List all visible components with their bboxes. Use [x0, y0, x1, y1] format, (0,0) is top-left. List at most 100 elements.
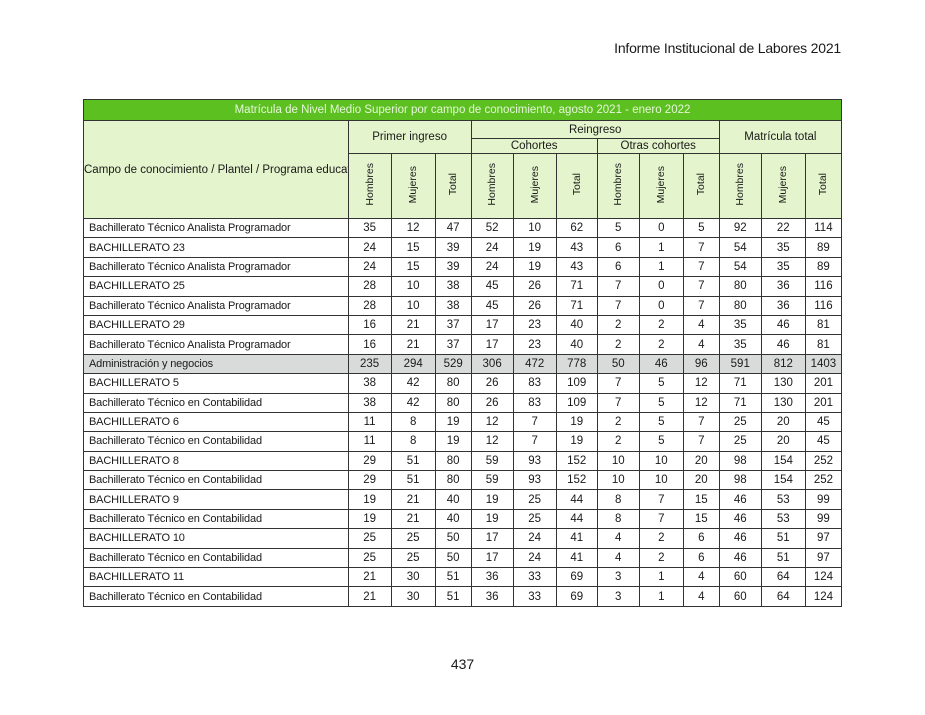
table-row: Bachillerato Técnico en Contabilidad 21 30… — [83, 586, 843, 607]
header-primer-ingreso: Primer ingreso — [347, 120, 472, 154]
table-row: Bachillerato Técnico en Contabilidad 19 21… — [83, 508, 843, 530]
table-cell: 80 — [434, 470, 472, 491]
table-cell: 23 — [512, 314, 557, 336]
table-row: Bachillerato Técnico Analista Programado… — [83, 217, 843, 239]
header-campo: Campo de conocimiento / Plantel / Progra… — [83, 120, 349, 219]
table-cell: 59 — [470, 470, 514, 491]
subheader-hombres-label: Hombres — [486, 163, 499, 206]
subheader-hombres: Hombres — [596, 153, 640, 219]
table-cell: 25 — [718, 411, 762, 433]
subheader-total-label: Total — [695, 173, 708, 196]
subheader-hombres: Hombres — [470, 153, 514, 219]
table-cell: 24 — [512, 528, 557, 549]
subheader-mujeres: Mujeres — [512, 153, 557, 219]
table-cell: 25 — [390, 547, 436, 569]
table-cell: 40 — [555, 314, 598, 336]
table-cell: 80 — [434, 450, 472, 472]
row-label: BACHILLERATO 5 — [83, 373, 349, 394]
table-cell: 92 — [718, 217, 762, 239]
table-cell: 21 — [390, 334, 436, 355]
table-cell: 5 — [638, 373, 684, 394]
table-cell: 7 — [682, 276, 720, 297]
table-cell: 69 — [555, 586, 598, 607]
table-cell: 472 — [512, 353, 557, 375]
subheader-mujeres-label: Mujeres — [407, 165, 420, 204]
row-label: Bachillerato Técnico en Contabilidad — [83, 470, 349, 491]
table-cell: 12 — [470, 431, 514, 452]
table-cell: 54 — [718, 256, 762, 278]
table-cell: 10 — [638, 450, 684, 472]
table-cell: 17 — [470, 334, 514, 355]
table-cell: 19 — [434, 431, 472, 452]
table-cell: 98 — [718, 450, 762, 472]
table-cell: 24 — [470, 237, 514, 258]
table-cell: 4 — [682, 334, 720, 355]
table-cell: 8 — [390, 411, 436, 433]
table-row: BACHILLERATO 8 29 51 80 59 93 152 10 10 20 98 154 25… — [83, 450, 843, 472]
table-cell: 812 — [760, 353, 806, 375]
table-cell: 5 — [682, 217, 720, 239]
subheader-total: Total — [434, 153, 472, 219]
table-cell: 26 — [512, 295, 557, 316]
table-cell: 46 — [718, 508, 762, 530]
table-cell: 36 — [760, 295, 806, 316]
table-cell: 60 — [718, 586, 762, 607]
table-cell: 50 — [596, 353, 640, 375]
table-cell: 0 — [638, 217, 684, 239]
subtotal-row: Administración y negocios 235 294 529 306 472… — [83, 353, 843, 375]
table-cell: 71 — [718, 392, 762, 413]
table-cell: 25 — [718, 431, 762, 452]
header-cohortes: Cohortes — [470, 138, 598, 154]
table-cell: 201 — [804, 373, 843, 394]
table-cell: 51 — [760, 528, 806, 549]
row-label: Administración y negocios — [83, 353, 349, 375]
table-cell: 89 — [804, 237, 843, 258]
table-cell: 46 — [760, 334, 806, 355]
table-cell: 4 — [596, 528, 640, 549]
table-cell: 24 — [512, 547, 557, 569]
row-label: Bachillerato Técnico Analista Programado… — [83, 295, 349, 316]
table-cell: 21 — [347, 586, 392, 607]
table-cell: 30 — [390, 586, 436, 607]
table-cell: 40 — [434, 508, 472, 530]
table-cell: 45 — [470, 276, 514, 297]
table-cell: 8 — [390, 431, 436, 452]
table-cell: 529 — [434, 353, 472, 375]
table-cell: 3 — [596, 567, 640, 588]
table-cell: 46 — [760, 314, 806, 336]
table-cell: 4 — [682, 567, 720, 588]
table-cell: 19 — [470, 489, 514, 510]
table-cell: 19 — [555, 411, 598, 433]
table-cell: 16 — [347, 334, 392, 355]
table-cell: 83 — [512, 373, 557, 394]
table-cell: 10 — [390, 276, 436, 297]
table-cell: 20 — [682, 450, 720, 472]
subheader-mujeres-label: Mujeres — [777, 165, 790, 204]
table-cell: 25 — [512, 508, 557, 530]
row-label: BACHILLERATO 11 — [83, 567, 349, 588]
table-row: BACHILLERATO 25 28 10 38 45 26 71 7 0 7 80 36 116 — [83, 276, 843, 297]
table-cell: 43 — [555, 237, 598, 258]
table-cell: 5 — [638, 411, 684, 433]
table-cell: 64 — [760, 567, 806, 588]
row-label: BACHILLERATO 23 — [83, 237, 349, 258]
table-cell: 154 — [760, 450, 806, 472]
table-cell: 7 — [682, 411, 720, 433]
table-cell: 114 — [804, 217, 843, 239]
table-cell: 30 — [390, 567, 436, 588]
table-cell: 71 — [718, 373, 762, 394]
table-cell: 10 — [512, 217, 557, 239]
table-title: Matrícula de Nivel Medio Superior por ca… — [83, 99, 842, 121]
table-cell: 51 — [434, 567, 472, 588]
table-cell: 7 — [682, 431, 720, 452]
table-row: Bachillerato Técnico en Contabilidad 11 8 1… — [83, 431, 843, 452]
table-cell: 2 — [638, 314, 684, 336]
table-cell: 51 — [434, 586, 472, 607]
table-cell: 19 — [434, 411, 472, 433]
table-cell: 12 — [470, 411, 514, 433]
table-cell: 12 — [390, 217, 436, 239]
table-cell: 15 — [390, 237, 436, 258]
table-cell: 116 — [804, 295, 843, 316]
table-cell: 83 — [512, 392, 557, 413]
table-cell: 22 — [760, 217, 806, 239]
